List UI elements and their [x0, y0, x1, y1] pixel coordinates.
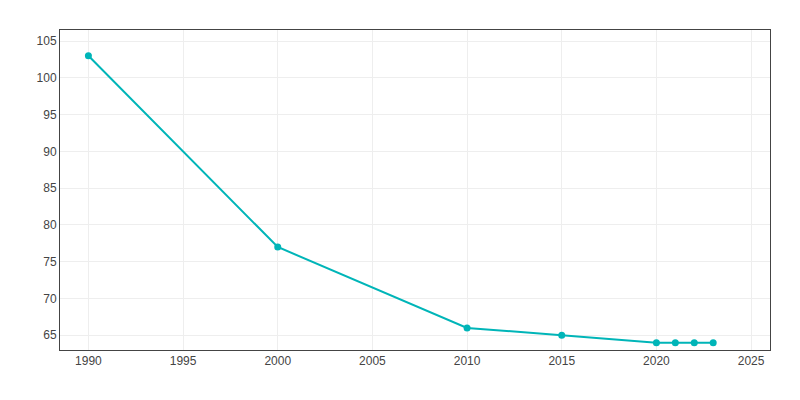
svg-text:80: 80 — [43, 218, 57, 232]
svg-text:2000: 2000 — [264, 354, 291, 368]
svg-text:2005: 2005 — [359, 354, 386, 368]
svg-text:1995: 1995 — [170, 354, 197, 368]
svg-text:2025: 2025 — [738, 354, 765, 368]
svg-text:2020: 2020 — [643, 354, 670, 368]
svg-text:90: 90 — [43, 145, 57, 159]
svg-text:85: 85 — [43, 181, 57, 195]
svg-text:2010: 2010 — [454, 354, 481, 368]
svg-text:105: 105 — [37, 34, 57, 48]
svg-text:100: 100 — [37, 71, 57, 85]
svg-text:2015: 2015 — [548, 354, 575, 368]
svg-text:95: 95 — [43, 108, 57, 122]
svg-text:1990: 1990 — [75, 354, 102, 368]
svg-text:75: 75 — [43, 255, 57, 269]
svg-text:65: 65 — [43, 328, 57, 342]
svg-text:70: 70 — [43, 292, 57, 306]
